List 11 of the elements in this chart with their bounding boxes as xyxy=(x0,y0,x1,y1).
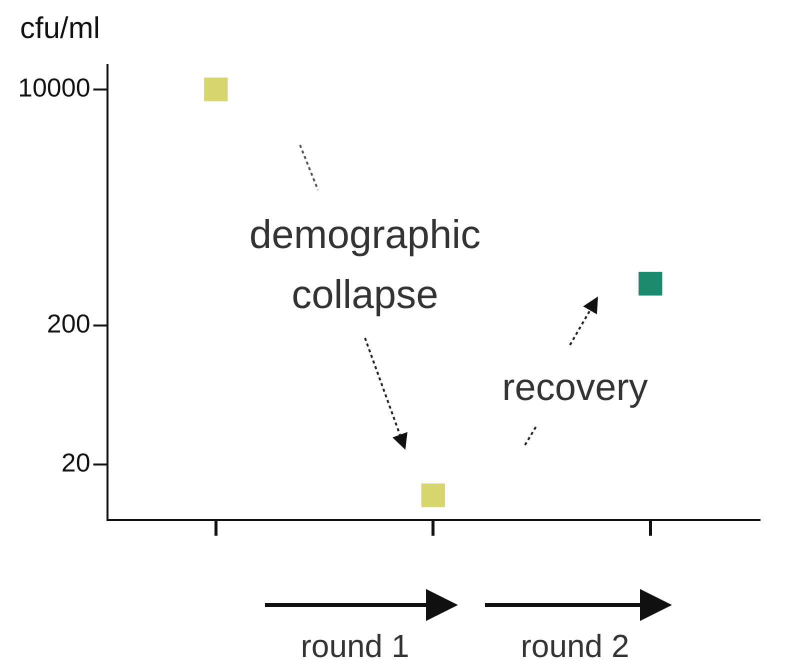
y-tick-label: 200 xyxy=(46,308,90,339)
point xyxy=(638,272,662,296)
text: round 2 xyxy=(520,627,630,666)
point xyxy=(421,484,445,508)
point xyxy=(204,78,228,102)
y-tick-label: 10000 xyxy=(18,72,90,103)
text: round 1 xyxy=(300,627,410,666)
annotation: recovery xyxy=(501,366,649,411)
annotation: demographic collapse xyxy=(248,212,482,319)
y-axis-title: cfu/ml xyxy=(20,12,100,46)
y-tick-label: 20 xyxy=(61,448,90,478)
